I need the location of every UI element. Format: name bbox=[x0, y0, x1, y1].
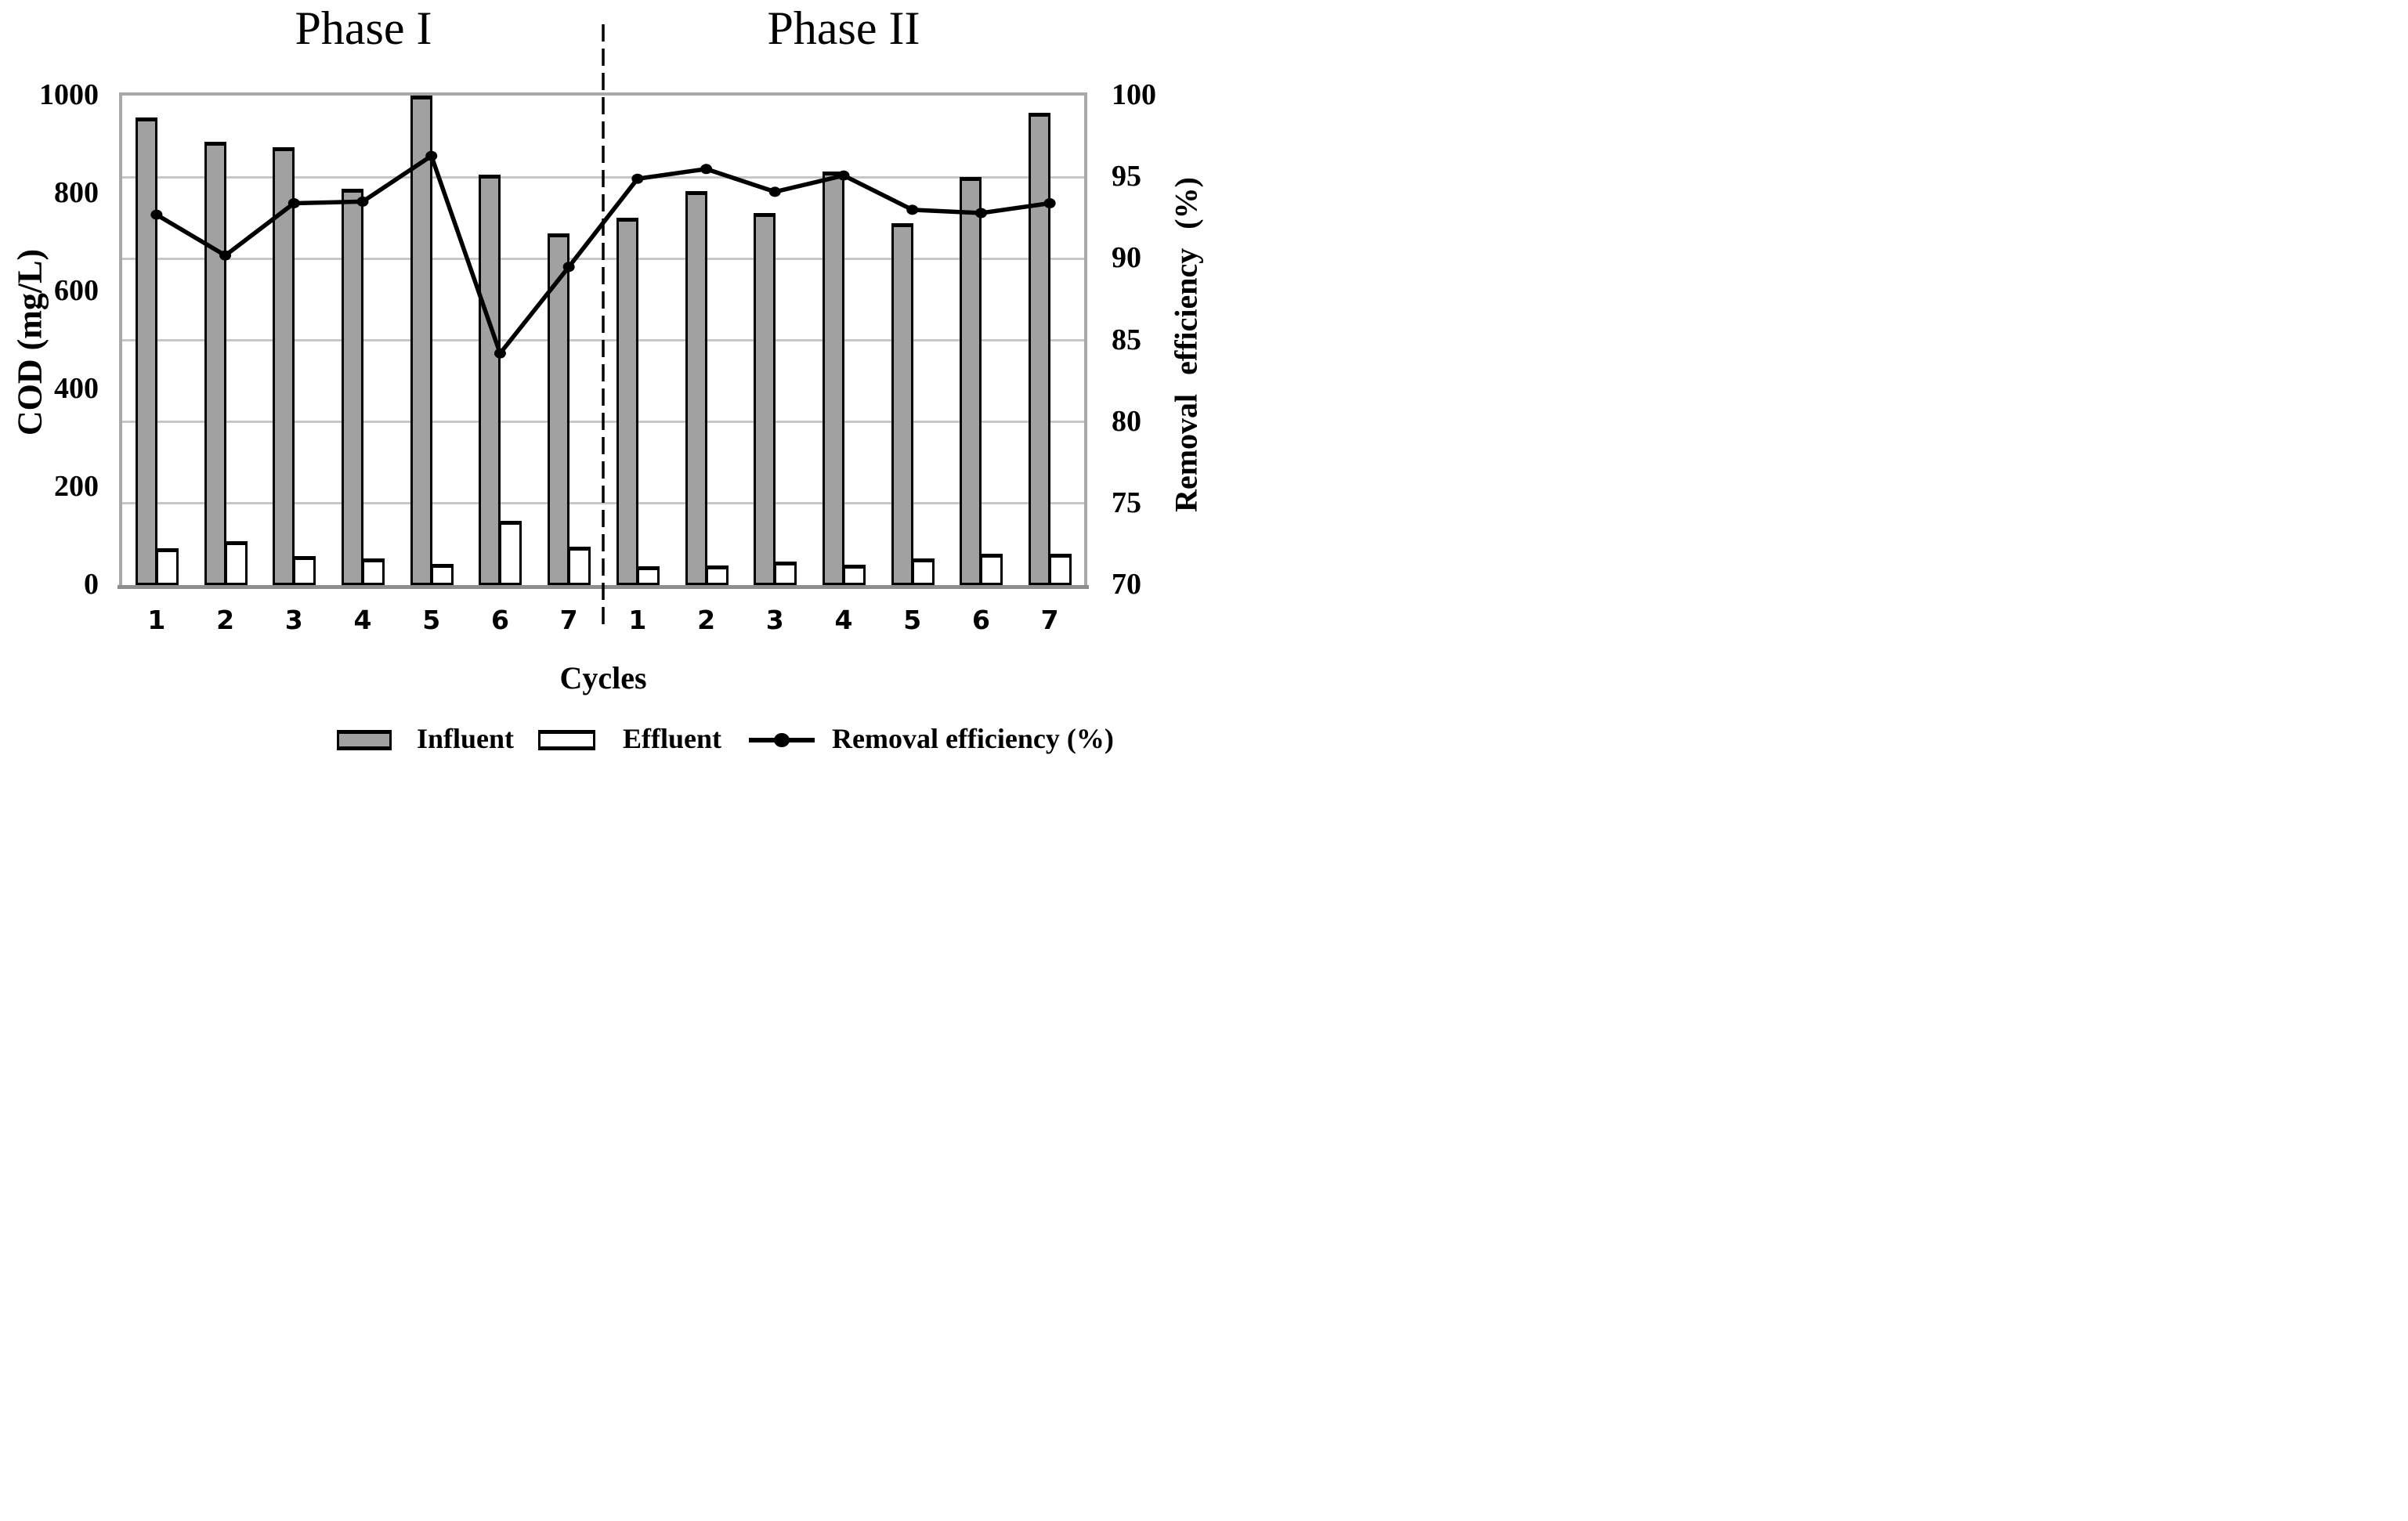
plot-border-right bbox=[1084, 92, 1087, 589]
gridline bbox=[122, 257, 1084, 260]
gridline bbox=[122, 502, 1084, 505]
influent-bar bbox=[754, 213, 776, 585]
plot-border-top bbox=[119, 92, 1087, 96]
effluent-bar bbox=[155, 548, 179, 585]
influent-bar bbox=[685, 190, 707, 585]
influent-bar bbox=[342, 188, 363, 585]
influent-bar bbox=[479, 175, 501, 585]
effluent-bar bbox=[1049, 554, 1072, 585]
influent-bar bbox=[823, 171, 844, 585]
effluent-bar bbox=[499, 520, 522, 585]
x-axis-tick-label: 6 bbox=[971, 605, 990, 635]
legend-influent-swatch bbox=[337, 730, 392, 750]
effluent-bar bbox=[636, 565, 660, 585]
x-axis-tick-label: 2 bbox=[216, 605, 235, 635]
x-axis-tick-label: 5 bbox=[422, 605, 441, 635]
gridline bbox=[122, 175, 1084, 179]
x-axis-tick-label: 7 bbox=[1040, 605, 1059, 635]
influent-bar bbox=[1029, 112, 1051, 585]
x-axis-tick-label: 1 bbox=[628, 605, 647, 635]
legend-effluent-label: Effluent bbox=[623, 723, 721, 754]
gridline bbox=[122, 421, 1084, 424]
x-axis-tick-label: 3 bbox=[284, 605, 303, 635]
removal-efficiency-marker bbox=[906, 204, 919, 215]
influent-bar bbox=[548, 233, 570, 585]
influent-bar bbox=[891, 222, 913, 585]
legend-efficiency-label: Removal efficiency (%) bbox=[832, 723, 1114, 754]
right-axis-tick-label: 75 bbox=[1112, 486, 1141, 519]
removal-efficiency-marker bbox=[768, 186, 781, 197]
left-axis-tick-label: 0 bbox=[84, 568, 99, 602]
removal-efficiency-marker bbox=[700, 164, 713, 175]
right-axis-tick-label: 70 bbox=[1112, 568, 1141, 602]
right-axis-tick-label: 100 bbox=[1112, 78, 1156, 112]
effluent-bar bbox=[774, 562, 797, 585]
left-axis-tick-label: 1000 bbox=[39, 78, 99, 112]
cod-removal-efficiency-chart: Phase I Phase II COD (mg/L) Removal effi… bbox=[0, 0, 1204, 760]
right-axis-tick-label: 85 bbox=[1112, 323, 1141, 356]
gridline bbox=[122, 339, 1084, 341]
x-axis-tick-label: 4 bbox=[353, 605, 372, 635]
line-overlay bbox=[150, 24, 1056, 628]
effluent-bar bbox=[911, 558, 935, 585]
influent-bar bbox=[273, 146, 295, 585]
legend-line-marker-icon bbox=[749, 733, 815, 747]
effluent-bar bbox=[224, 541, 248, 585]
left-axis-tick-label: 200 bbox=[54, 470, 99, 504]
legend-effluent-swatch bbox=[538, 730, 595, 750]
effluent-bar bbox=[568, 546, 591, 585]
x-axis-tick-label: 1 bbox=[147, 605, 166, 635]
left-axis-tick-label: 600 bbox=[54, 274, 99, 308]
x-axis-tick-label: 4 bbox=[834, 605, 853, 635]
x-axis-tick-label: 2 bbox=[697, 605, 716, 635]
influent-bar bbox=[410, 96, 432, 585]
right-axis-tick-label: 80 bbox=[1112, 404, 1141, 438]
effluent-bar bbox=[430, 563, 454, 585]
influent-bar bbox=[616, 218, 638, 585]
left-axis-tick-label: 400 bbox=[54, 372, 99, 406]
influent-bar bbox=[135, 117, 157, 585]
influent-bar bbox=[960, 177, 982, 585]
x-axis-tick-label: 3 bbox=[765, 605, 784, 635]
right-axis-tick-label: 90 bbox=[1112, 241, 1141, 275]
x-axis-baseline bbox=[118, 585, 1089, 589]
influent-bar bbox=[204, 142, 226, 585]
effluent-bar bbox=[362, 558, 385, 585]
effluent-bar bbox=[705, 565, 729, 585]
left-axis-tick-label: 800 bbox=[54, 176, 99, 210]
effluent-bar bbox=[843, 564, 866, 585]
phase-1-title: Phase I bbox=[295, 2, 432, 54]
plot-border-left bbox=[119, 92, 122, 589]
right-y-axis-title: Removal efficiency (%) bbox=[1168, 177, 1204, 512]
phase-2-title: Phase II bbox=[767, 2, 920, 54]
effluent-bar bbox=[293, 555, 316, 585]
x-axis-tick-label: 7 bbox=[559, 605, 578, 635]
x-axis-tick-label: 6 bbox=[490, 605, 509, 635]
effluent-bar bbox=[980, 554, 1003, 585]
x-axis-title: Cycles bbox=[559, 660, 647, 695]
x-axis-tick-label: 5 bbox=[903, 605, 922, 635]
right-axis-tick-label: 95 bbox=[1112, 160, 1141, 193]
legend-influent-label: Influent bbox=[417, 723, 515, 754]
